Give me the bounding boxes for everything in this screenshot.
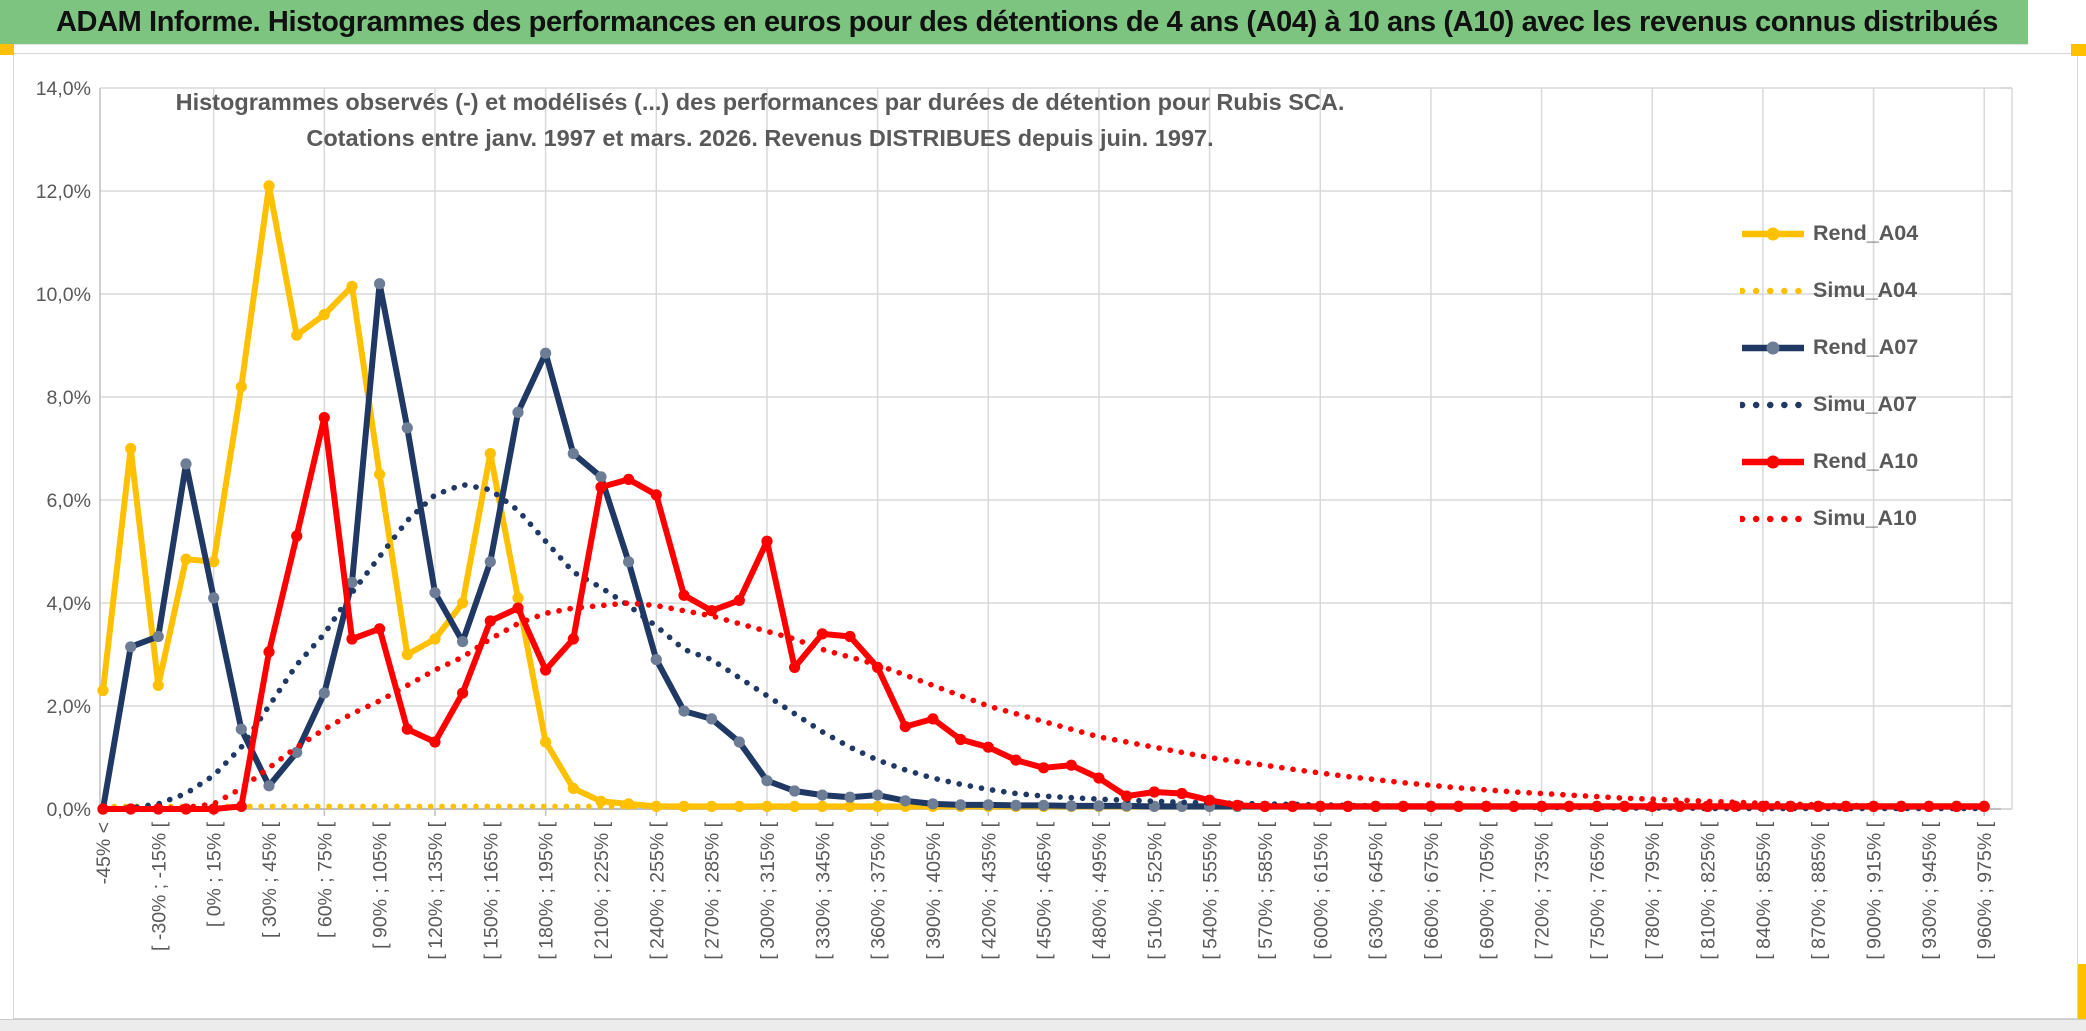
legend-item-Rend_A10[interactable]: Rend_A10 bbox=[1740, 433, 1918, 490]
legend-item-Simu_A07[interactable]: Simu_A07 bbox=[1740, 376, 1918, 433]
legend-line-icon bbox=[1742, 227, 1804, 240]
window-title: ADAM Informe. Histogrammes des performan… bbox=[56, 5, 1998, 38]
accent-top-left bbox=[0, 44, 14, 55]
window-title-bar: ADAM Informe. Histogrammes des performan… bbox=[0, 0, 2028, 45]
chart-title: Histogrammes observés (-) et modélisés (… bbox=[150, 84, 1370, 156]
legend-label: Simu_A10 bbox=[1813, 506, 1917, 530]
accent-top-right bbox=[2071, 44, 2086, 56]
bottom-strip bbox=[0, 1019, 2086, 1031]
legend-label: Rend_A10 bbox=[1813, 449, 1919, 473]
legend-label: Rend_A04 bbox=[1813, 221, 1919, 245]
legend-marker-icon bbox=[1766, 341, 1780, 354]
legend-item-Simu_A10[interactable]: Simu_A10 bbox=[1740, 490, 1918, 547]
chart-title-line1: Histogrammes observés (-) et modélisés (… bbox=[175, 89, 1345, 115]
legend-item-Rend_A07[interactable]: Rend_A07 bbox=[1740, 319, 1918, 376]
legend-label: Simu_A07 bbox=[1813, 392, 1917, 416]
chart-title-line2: Cotations entre janv. 1997 et mars. 2026… bbox=[306, 125, 1214, 151]
legend-line-icon bbox=[1740, 401, 1806, 408]
legend-item-Rend_A04[interactable]: Rend_A04 bbox=[1740, 205, 1918, 262]
legend-line-icon bbox=[1742, 455, 1804, 468]
legend-line-icon bbox=[1740, 515, 1806, 522]
legend-item-Simu_A04[interactable]: Simu_A04 bbox=[1740, 262, 1918, 319]
legend-label: Simu_A04 bbox=[1813, 278, 1917, 302]
legend-line-icon bbox=[1740, 287, 1806, 294]
chart-legend: Rend_A04 Simu_A04 Rend_A07 Simu_A07 Rend… bbox=[1740, 205, 1918, 547]
legend-line-icon bbox=[1742, 341, 1804, 354]
legend-marker-icon bbox=[1766, 455, 1780, 468]
legend-label: Rend_A07 bbox=[1813, 335, 1919, 359]
legend-marker-icon bbox=[1766, 227, 1780, 240]
accent-right-strip bbox=[2078, 964, 2086, 1024]
